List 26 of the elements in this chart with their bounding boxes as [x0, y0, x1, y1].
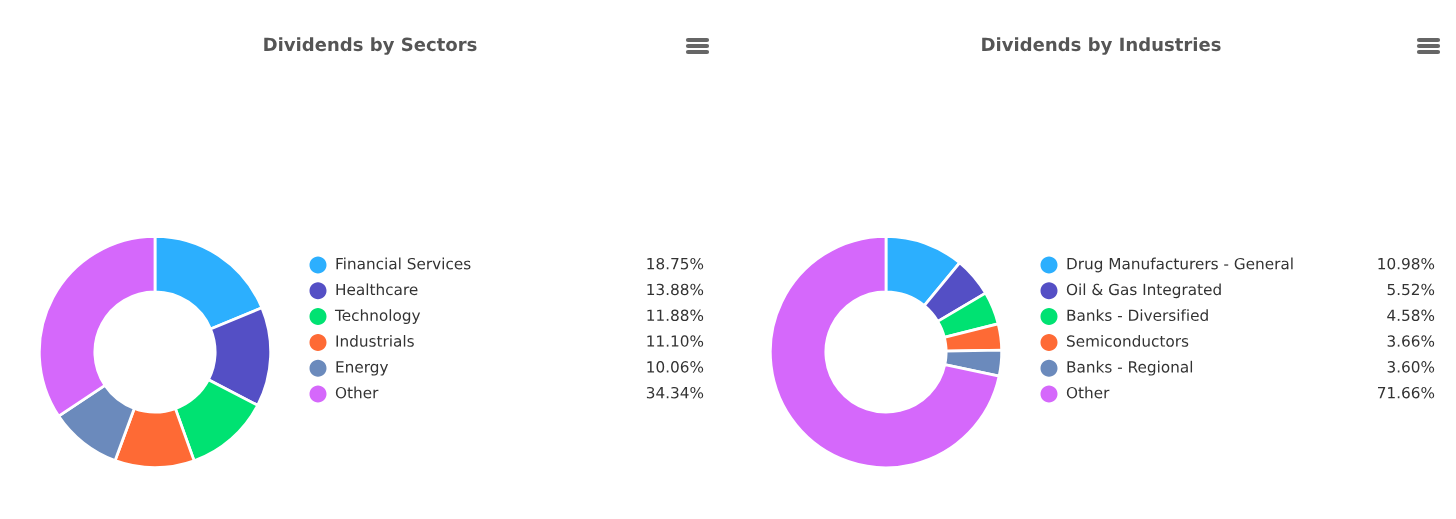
- legend-label: Energy: [336, 361, 389, 376]
- legend-label: Industrials: [336, 335, 414, 347]
- data-label: 71.66%: [1378, 386, 1435, 399]
- data-label: 3.66%: [1387, 335, 1435, 347]
- legend-label: Other: [1066, 386, 1110, 399]
- data-label: 4.58%: [1387, 309, 1435, 322]
- data-label: 11.88%: [647, 309, 704, 322]
- legend-label: Drug Manufacturers - General: [1067, 257, 1293, 273]
- legend-label: Oil & Gas Integrated: [1066, 283, 1221, 299]
- legend-label: Other: [335, 386, 379, 399]
- data-label: 13.88%: [647, 283, 704, 296]
- legend-label: Financial Services: [336, 257, 471, 270]
- data-label: 5.52%: [1387, 283, 1435, 296]
- data-label: 10.06%: [647, 361, 704, 373]
- chart-title: Dividends by Industries: [982, 37, 1221, 55]
- legend-label: Technology: [334, 309, 421, 324]
- legend-label: Semiconductors: [1067, 335, 1189, 347]
- chart-title: Dividends by Sectors: [264, 37, 477, 55]
- legend-label: Healthcare: [336, 283, 418, 296]
- legend-label: Banks - Regional: [1067, 360, 1193, 376]
- data-label: 18.75%: [647, 257, 704, 270]
- data-label: 10.98%: [1378, 257, 1435, 270]
- data-label: 11.10%: [647, 335, 704, 347]
- data-label: 34.34%: [646, 386, 704, 399]
- data-label: 3.60%: [1387, 361, 1435, 373]
- legend-label: Banks - Diversified: [1067, 309, 1208, 322]
